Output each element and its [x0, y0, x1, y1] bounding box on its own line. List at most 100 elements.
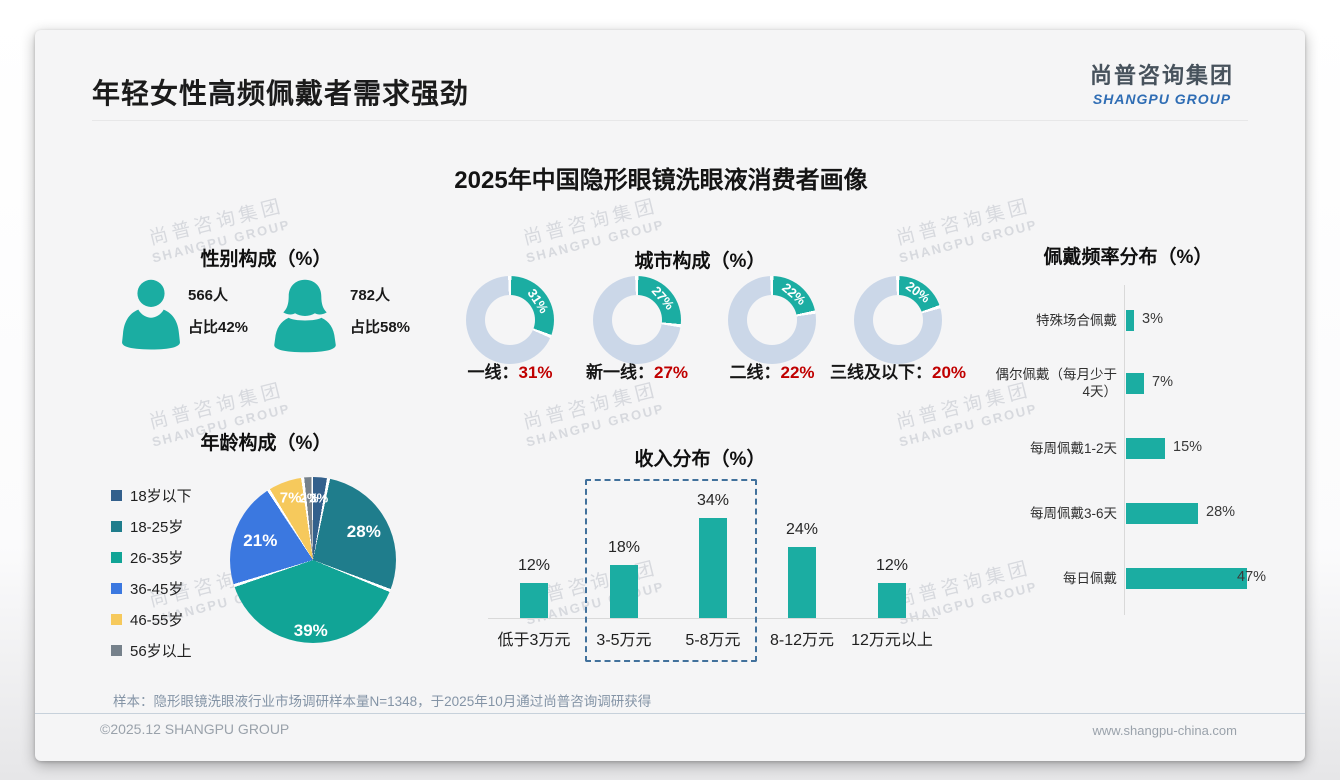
donut-hole: [612, 295, 662, 345]
donut-hole: [485, 295, 535, 345]
income-bar-chart: 12% 低于3万元 18% 3-5万元 34% 5-8万元 24% 8-12万元 12% 12万元…: [488, 470, 940, 660]
income-category-label: 8-12万元: [769, 632, 835, 649]
pie-slice-label: 39%: [293, 620, 328, 640]
female-share: 占比58%: [350, 319, 411, 336]
frequency-value-label: 15%: [1173, 439, 1203, 455]
donut-chart: 20%: [854, 276, 942, 364]
legend-item: 26-35岁: [111, 542, 231, 573]
legend-swatch: [111, 583, 122, 594]
frequency-value-label: 47%: [1237, 569, 1267, 585]
male-icon: [122, 278, 180, 359]
male-share: 占比42%: [188, 319, 249, 336]
donut-caption-value: 27%: [653, 363, 689, 382]
city-section-title: 城市构成（%）: [634, 251, 766, 272]
age-pie-chart: 3% 28% 39% 21% 7% 2%: [230, 477, 396, 643]
income-bar: [788, 547, 816, 618]
female-count: 782人: [350, 287, 391, 304]
company-logo: 尚普咨询集团 SHANGPU GROUP: [1083, 58, 1241, 107]
frequency-bar: [1126, 438, 1165, 459]
income-category-label: 5-8万元: [685, 632, 741, 649]
slide-card: [35, 30, 1305, 761]
legend-label: 46-55岁: [130, 612, 184, 629]
income-category-label: 低于3万元: [497, 632, 571, 649]
legend-swatch: [111, 521, 122, 532]
income-bar: [699, 518, 727, 618]
frequency-bar: [1126, 310, 1134, 331]
frequency-category-label: 每日佩戴: [1063, 570, 1117, 586]
donut-chart: 27%: [593, 276, 681, 364]
donut-caption-value: 20%: [931, 363, 967, 382]
gender-section-title: 性别构成（%）: [200, 249, 332, 270]
donut-caption-name: 二线：: [729, 363, 781, 382]
header-divider: [92, 120, 1248, 121]
legend-label: 26-35岁: [130, 550, 184, 567]
donut-caption-name: 一线：: [467, 363, 519, 382]
income-value-label: 18%: [607, 539, 641, 556]
frequency-value-label: 7%: [1152, 374, 1173, 390]
frequency-value-label: 28%: [1206, 504, 1236, 520]
donut-caption: 新一线：27%: [586, 358, 688, 383]
donut-chart: 22%: [728, 276, 816, 364]
frequency-value-label: 3%: [1142, 311, 1163, 327]
legend-swatch: [111, 614, 122, 625]
legend-swatch: [111, 490, 122, 501]
income-category-label: 12万元以上: [851, 632, 933, 649]
frequency-category-label: 每周佩戴3-6天: [1029, 505, 1117, 521]
frequency-category-label: 偶尔佩戴（每月少于4天）: [995, 367, 1118, 399]
donut-caption: 三线及以下：20%: [830, 358, 966, 383]
legend-label: 36-45岁: [130, 581, 184, 598]
frequency-bar: [1126, 373, 1144, 394]
legend-item: 18-25岁: [111, 511, 231, 542]
legend-item: 56岁以上: [111, 635, 231, 666]
pie-slice-label: 7%: [279, 489, 302, 507]
age-section-title: 年龄构成（%）: [200, 433, 332, 454]
income-section-title: 收入分布（%）: [634, 449, 766, 470]
income-value-label: 24%: [785, 521, 819, 538]
slide-title: 年轻女性高频佩戴者需求强劲: [92, 78, 470, 109]
city-donut-group: 31% 一线：31% 27% 新一线：27% 22% 二线：22% 20% 三线及以下：20%: [460, 276, 970, 388]
income-category-label: 3-5万元: [596, 632, 652, 649]
copyright-text: ©2025.12 SHANGPU GROUP: [100, 721, 290, 737]
pie-slice-label: 21%: [243, 531, 278, 551]
income-value-label: 12%: [517, 557, 551, 574]
legend-swatch: [111, 552, 122, 563]
legend-label: 56岁以上: [130, 643, 192, 660]
legend-item: 36-45岁: [111, 573, 231, 604]
donut-chart: 31%: [466, 276, 554, 364]
pie-slice-label: 3%: [309, 490, 329, 506]
income-value-label: 34%: [696, 492, 730, 509]
frequency-section-title: 佩戴频率分布（%）: [1043, 247, 1213, 268]
frequency-category-label: 每周佩戴1-2天: [1029, 440, 1117, 456]
female-icon: [274, 278, 336, 359]
frequency-bar: [1126, 568, 1247, 589]
male-count: 566人: [188, 287, 229, 304]
income-bar: [610, 565, 638, 618]
donut-hole: [873, 295, 923, 345]
income-bar: [520, 583, 548, 618]
income-axis-line: [488, 618, 938, 619]
logo-en-text: SHANGPU GROUP: [1092, 91, 1232, 107]
frequency-bar: [1126, 503, 1198, 524]
legend-swatch: [111, 645, 122, 656]
donut-caption-value: 31%: [518, 363, 553, 382]
website-url: www.shangpu-china.com: [1092, 723, 1237, 738]
donut-caption: 二线：22%: [729, 358, 814, 383]
donut-caption: 一线：31%: [467, 358, 552, 383]
income-highlight-box: [585, 479, 757, 662]
legend-label: 18岁以下: [130, 488, 192, 505]
age-legend: 18岁以下 18-25岁 26-35岁 36-45岁 46-55岁 56岁以上: [111, 480, 231, 666]
legend-item: 18岁以下: [111, 480, 231, 511]
chart-main-title: 2025年中国隐形眼镜洗眼液消费者画像: [454, 167, 868, 194]
donut-caption-name: 三线及以下：: [829, 363, 932, 382]
frequency-category-label: 特殊场合佩戴: [1036, 312, 1117, 328]
logo-cn-text: 尚普咨询集团: [1089, 63, 1234, 88]
donut-caption-value: 22%: [780, 363, 815, 382]
legend-label: 18-25岁: [130, 519, 184, 536]
frequency-axis-line: [1124, 285, 1125, 615]
donut-caption-name: 新一线：: [585, 363, 654, 382]
pie-slice-label: 28%: [346, 522, 381, 542]
income-value-label: 12%: [875, 557, 909, 574]
sample-footnote: 样本：隐形眼镜洗眼液行业市场调研样本量N=1348，于2025年10月通过尚普咨…: [113, 694, 652, 709]
donut-hole: [747, 295, 797, 345]
